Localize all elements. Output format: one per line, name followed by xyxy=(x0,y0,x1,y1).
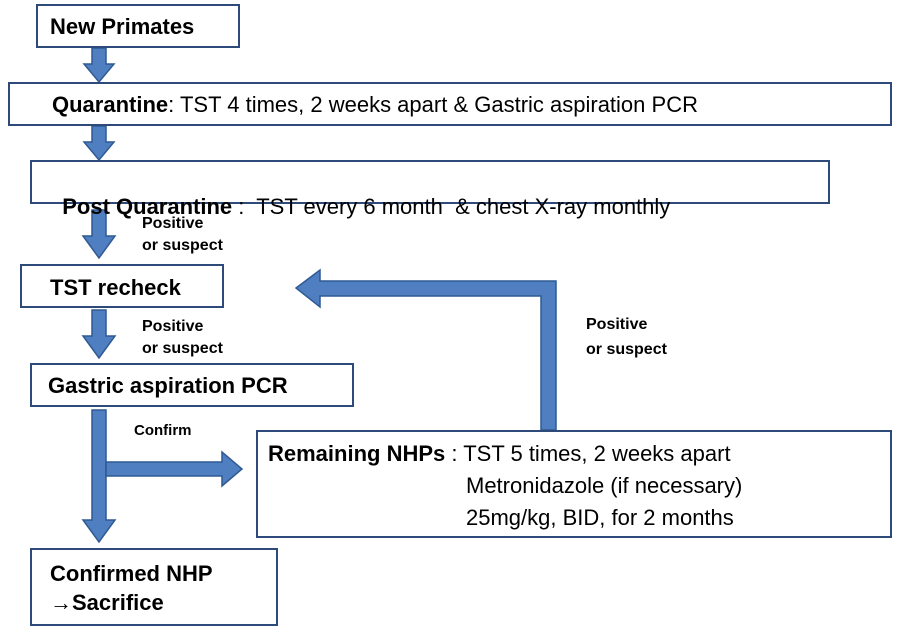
edge-label-positive-3-line2: or suspect xyxy=(586,341,667,358)
arrow-recheck-to-gastric xyxy=(81,309,117,360)
node-remaining-title: Remaining NHPs xyxy=(268,441,446,466)
arrow-gastric-to-confirmed xyxy=(81,409,117,544)
node-remaining-detail: : TST 5 times, 2 weeks apart xyxy=(445,441,731,466)
edge-label-positive-3: Positive or suspect xyxy=(586,312,667,362)
edge-label-positive-1-line1: Positive xyxy=(142,215,204,232)
node-post-quarantine: Post Quarantine : TST every 6 month & ch… xyxy=(30,160,830,219)
node-remaining-line2: Metronidazole (if necessary) xyxy=(466,473,743,498)
node-gastric-pcr: Gastric aspiration PCR xyxy=(30,363,354,407)
node-remaining-line1: Remaining NHPs : TST 5 times, 2 weeks ap… xyxy=(268,438,890,470)
arrow-quarantine-to-post xyxy=(82,125,116,162)
edge-label-positive-2: Positive or suspect xyxy=(142,316,223,360)
node-tst-recheck-label: TST recheck xyxy=(50,275,181,300)
edge-label-positive-2-line2: or suspect xyxy=(142,340,223,357)
node-gastric-pcr-label: Gastric aspiration PCR xyxy=(48,373,288,398)
arrow-new-to-quarantine xyxy=(82,47,116,84)
node-quarantine-title: Quarantine xyxy=(52,92,169,117)
node-new-primates-label: New Primates xyxy=(50,14,195,39)
arrow-post-to-recheck xyxy=(81,209,117,260)
node-confirmed-line2: →Sacrifice xyxy=(50,590,164,615)
edge-label-positive-2-line1: Positive xyxy=(142,318,204,335)
node-post-quarantine-detail: : TST every 6 month & chest X-ray monthl… xyxy=(232,194,671,219)
edge-label-positive-3-line1: Positive xyxy=(586,316,648,333)
arrow-branch-to-remaining xyxy=(105,450,244,488)
node-new-primates: New Primates xyxy=(36,4,240,48)
node-post-quarantine-title: Post Quarantine xyxy=(62,194,233,219)
node-confirmed-nhp: Confirmed NHP →Sacrifice xyxy=(30,548,278,626)
node-quarantine-detail: : TST 4 times, 2 weeks apart & Gastric a… xyxy=(168,92,698,117)
edge-label-positive-1: Positive or suspect xyxy=(142,213,223,257)
node-remaining-line3: 25mg/kg, BID, for 2 months xyxy=(466,505,734,530)
node-confirmed-line1: Confirmed NHP xyxy=(50,561,213,586)
arrow-remaining-to-recheck xyxy=(294,268,557,431)
node-remaining-nhps: Remaining NHPs : TST 5 times, 2 weeks ap… xyxy=(256,430,892,538)
edge-label-confirm: Confirm xyxy=(134,422,192,439)
edge-label-positive-1-line2: or suspect xyxy=(142,237,223,254)
node-quarantine: Quarantine: TST 4 times, 2 weeks apart &… xyxy=(8,82,892,126)
node-tst-recheck: TST recheck xyxy=(20,264,224,308)
